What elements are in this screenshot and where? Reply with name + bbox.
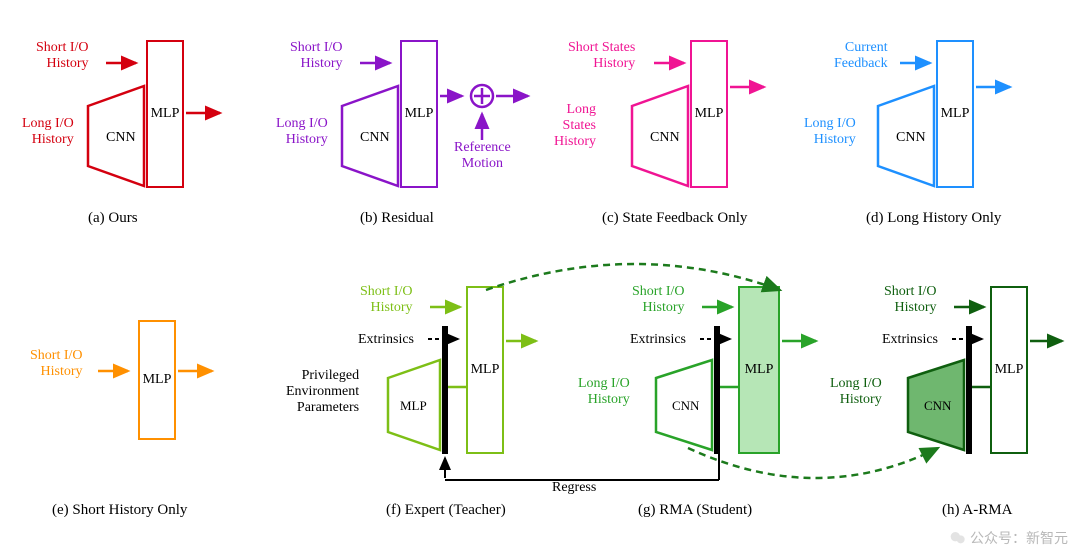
long-io-label: Long I/O History xyxy=(804,116,856,148)
short-io-label: Short I/O History xyxy=(36,40,89,72)
arrow-b-final xyxy=(496,91,536,101)
mlp-block: MLP xyxy=(690,40,728,188)
arrow-e-out xyxy=(178,366,220,376)
cnn-text: CNN xyxy=(360,130,390,145)
extrinsics-label: Extrinsics xyxy=(882,332,938,348)
watermark-text: 公众号：新智元 xyxy=(970,528,1068,548)
arrow-h-out xyxy=(1030,336,1070,346)
long-states-label: Long States History xyxy=(554,102,596,150)
panel-c: Short States History Long States History… xyxy=(560,36,810,236)
arrow-d-out xyxy=(976,82,1018,92)
mlp-block: MLP xyxy=(138,320,176,440)
arrow-f-out xyxy=(506,336,544,346)
caption-f: (f) Expert (Teacher) xyxy=(386,502,506,519)
caption-c: (c) State Feedback Only xyxy=(602,210,747,227)
mlp-text: MLP xyxy=(405,106,434,122)
mlp-text: MLP xyxy=(143,372,172,388)
cnn-trapezoid: CNN xyxy=(632,86,688,196)
panel-a: Short I/O History Long I/O History CNN M… xyxy=(30,36,280,236)
privileged-label: Privileged Environment Parameters xyxy=(286,368,359,416)
mlp-block: MLP xyxy=(146,40,184,188)
mlp-block: MLP xyxy=(400,40,438,188)
watermark: 公众号：新智元 xyxy=(950,528,1068,548)
arrow-c-short xyxy=(654,58,692,68)
cnn-text: CNN xyxy=(924,398,952,413)
current-feedback-label: Current Feedback xyxy=(834,40,888,72)
short-io-label: Short I/O History xyxy=(360,284,413,316)
mlp-text: MLP xyxy=(695,106,724,122)
arrow-g-bar-to-mlp xyxy=(720,382,740,392)
mlp-text: MLP xyxy=(941,106,970,122)
arrow-f-short xyxy=(430,302,468,312)
long-io-label: Long I/O History xyxy=(830,376,882,408)
plus-node xyxy=(468,82,496,110)
long-io-label: Long I/O History xyxy=(22,116,74,148)
arrow-b-ref xyxy=(477,110,487,142)
arrow-b-short xyxy=(360,58,398,68)
arrow-h-short xyxy=(954,302,992,312)
panel-d: Current Feedback Long I/O History CNN ML… xyxy=(810,36,1060,236)
arrow-f-bar-to-mlp xyxy=(448,382,468,392)
arrow-b-out xyxy=(440,91,470,101)
caption-h: (h) A-RMA xyxy=(942,502,1012,519)
cnn-trapezoid: CNN xyxy=(88,86,144,196)
caption-b: (b) Residual xyxy=(360,210,434,227)
arrow-c-out xyxy=(730,82,772,92)
mlp-text: MLP xyxy=(995,362,1024,378)
mlp-block: MLP xyxy=(936,40,974,188)
mlp-trapezoid: MLP xyxy=(388,360,440,454)
mlp-text: MLP xyxy=(400,398,427,413)
mlp-block: MLP xyxy=(990,286,1028,454)
cnn-text: CNN xyxy=(650,130,680,145)
arrow-e-in xyxy=(98,366,136,376)
regress-label: Regress xyxy=(552,480,596,496)
cnn-text: CNN xyxy=(106,130,136,145)
reference-motion-label: Reference Motion xyxy=(454,140,511,172)
caption-a: (a) Ours xyxy=(88,210,138,227)
caption-d: (d) Long History Only xyxy=(866,210,1001,227)
short-io-label: Short I/O History xyxy=(884,284,937,316)
mlp-text: MLP xyxy=(745,362,774,378)
long-io-label: Long I/O History xyxy=(276,116,328,148)
panel-b: Short I/O History Long I/O History CNN M… xyxy=(284,36,554,236)
short-io-label: Short I/O History xyxy=(290,40,343,72)
extrinsics-label: Extrinsics xyxy=(630,332,686,348)
caption-e: (e) Short History Only xyxy=(52,502,187,519)
short-io-label: Short I/O History xyxy=(30,348,83,380)
cnn-trapezoid: CNN xyxy=(878,86,934,196)
arrow-short-in xyxy=(106,58,144,68)
long-io-label: Long I/O History xyxy=(578,376,630,408)
wechat-icon xyxy=(950,530,966,546)
extrinsics-label: Extrinsics xyxy=(358,332,414,348)
arrow-g-out xyxy=(782,336,824,346)
arrow-d-fb xyxy=(900,58,938,68)
copy-arc-top xyxy=(486,256,786,316)
short-states-label: Short States History xyxy=(568,40,635,72)
arrow-out xyxy=(186,108,228,118)
copy-arc-bottom xyxy=(688,438,948,508)
mlp-text: MLP xyxy=(151,106,180,122)
arrow-h-bar-to-mlp xyxy=(972,382,992,392)
cnn-trapezoid: CNN xyxy=(342,86,398,196)
mlp-text: MLP xyxy=(471,362,500,378)
cnn-text: CNN xyxy=(896,130,926,145)
cnn-text: CNN xyxy=(672,398,700,413)
panel-e: Short I/O History MLP xyxy=(30,320,250,490)
